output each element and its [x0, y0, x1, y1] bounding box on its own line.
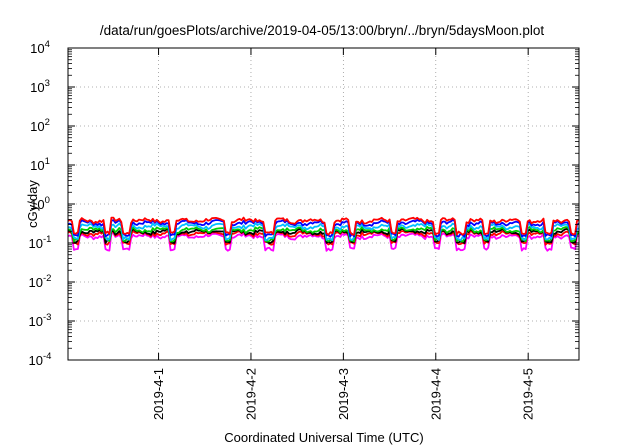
y-tick-label: 10-4 — [29, 351, 52, 368]
y-tick-label: 10-1 — [29, 234, 52, 251]
y-tick-label: 103 — [30, 78, 50, 95]
y-tick-label: 101 — [30, 156, 50, 173]
x-tick-label: 2019-4-1 — [151, 368, 166, 420]
y-axis: 10-4 10-3 10-2 10-1 100 101 102 103 104 — [29, 39, 579, 368]
x-axis: 2019-4-1 2019-4-2 2019-4-3 2019-4-4 2019-4-5 — [151, 48, 536, 420]
x-tick-label: 2019-4-3 — [336, 368, 351, 420]
gridlines — [68, 48, 579, 360]
y-tick-label: 10-3 — [29, 312, 52, 329]
y-tick-label: 100 — [30, 195, 50, 212]
y-axis-label: cGy/day — [25, 180, 40, 228]
series-line — [67, 232, 580, 252]
plot-area — [68, 48, 579, 360]
series-line — [67, 227, 579, 245]
y-tick-label: 10-2 — [29, 273, 52, 290]
x-axis-label: Coordinated Universal Time (UTC) — [224, 430, 423, 445]
data-series — [67, 216, 580, 252]
series-line — [67, 216, 580, 236]
y-tick-label: 104 — [30, 39, 50, 56]
x-tick-label: 2019-4-2 — [243, 368, 258, 420]
y-tick-label: 102 — [30, 117, 50, 134]
series-line — [68, 222, 580, 242]
x-tick-label: 2019-4-4 — [428, 368, 443, 420]
chart-title: /data/run/goesPlots/archive/2019-04-05/1… — [100, 23, 545, 38]
series-line — [67, 225, 580, 243]
x-tick-label: 2019-4-5 — [521, 368, 536, 420]
series-line — [67, 229, 580, 246]
